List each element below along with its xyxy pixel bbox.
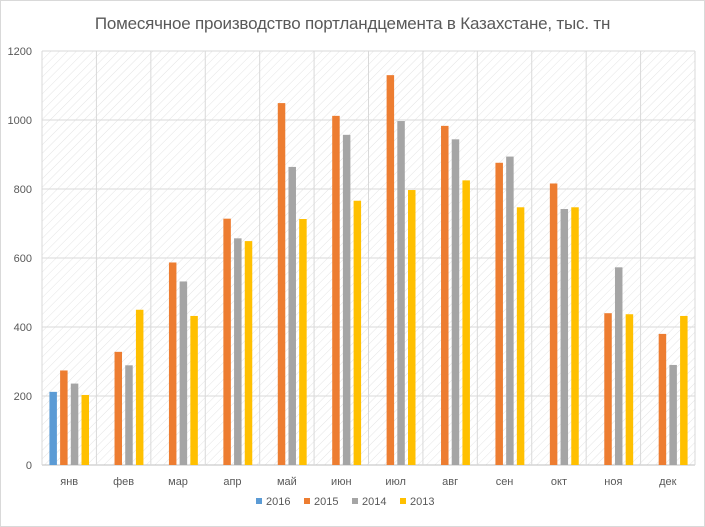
- bar-2014-май: [288, 166, 296, 466]
- y-tick-label: 400: [14, 322, 32, 334]
- y-tick-label: 1200: [8, 46, 32, 58]
- bar-2014-июл: [397, 121, 405, 465]
- x-tick-label: июл: [385, 476, 406, 488]
- bar-2015-фев: [114, 351, 123, 465]
- bar-2013-май: [299, 219, 307, 465]
- x-tick-label: апр: [223, 476, 241, 488]
- legend-swatch-2013: [400, 498, 406, 504]
- legend-label-2014: 2014: [362, 496, 386, 508]
- bar-2013-июн: [353, 200, 362, 466]
- bar-2014-июн: [342, 134, 351, 465]
- bar-2014-ноя: [614, 267, 623, 465]
- bar-2013-фев: [135, 309, 144, 465]
- bar-2014-дек: [669, 364, 677, 465]
- bar-2015-дек: [658, 333, 667, 465]
- legend-swatch-2014: [352, 498, 358, 504]
- bar-2015-янв: [60, 370, 68, 465]
- y-tick-label: 1000: [8, 115, 32, 127]
- y-tick-label: 0: [26, 460, 32, 472]
- bar-2014-сен: [506, 156, 514, 465]
- bar-2015-апр: [223, 218, 231, 465]
- bar-2015-ноя: [604, 313, 612, 465]
- bar-2015-мар: [168, 262, 177, 465]
- x-tick-label: авг: [442, 476, 458, 488]
- bar-2014-мар: [179, 281, 188, 465]
- y-tick-label: 200: [14, 391, 32, 403]
- bar-2015-июл: [386, 75, 395, 466]
- x-tick-label: мар: [168, 476, 188, 488]
- bar-2013-окт: [571, 207, 579, 465]
- bar-2013-мар: [190, 315, 198, 465]
- x-tick-label: фев: [113, 476, 134, 488]
- x-tick-label: дек: [659, 476, 677, 488]
- bar-2015-сен: [495, 162, 503, 465]
- x-tick-label: июн: [331, 476, 351, 488]
- x-tick-label: май: [277, 476, 297, 488]
- bar-2015-авг: [441, 125, 449, 466]
- bar-2013-сен: [516, 207, 525, 465]
- bar-2014-окт: [560, 209, 569, 465]
- bar-2015-июн: [332, 115, 340, 466]
- bar-2013-ноя: [625, 314, 634, 465]
- y-tick-label: 600: [14, 253, 32, 265]
- legend-label-2015: 2015: [314, 496, 338, 508]
- legend-swatch-2015: [304, 498, 310, 504]
- bar-2015-окт: [549, 183, 558, 466]
- bar-2014-апр: [234, 238, 242, 465]
- x-tick-label: янв: [60, 476, 78, 488]
- bar-2013-дек: [680, 315, 688, 465]
- chart-title: Помесячное производство портландцемента …: [94, 14, 611, 33]
- x-tick-label: ноя: [604, 476, 622, 488]
- bar-2014-авг: [451, 139, 460, 465]
- legend-label-2016: 2016: [266, 496, 290, 508]
- bar-2013-апр: [244, 241, 253, 465]
- bar-2013-янв: [81, 394, 90, 465]
- legend-swatch-2016: [256, 498, 262, 504]
- x-tick-label: сен: [496, 476, 514, 488]
- x-tick-label: окт: [551, 476, 567, 488]
- bar-2014-янв: [70, 383, 79, 465]
- legend-label-2013: 2013: [410, 496, 434, 508]
- y-tick-label: 800: [14, 184, 32, 196]
- bar-2013-авг: [462, 180, 470, 465]
- bar-2016-янв: [49, 391, 57, 465]
- bar-2013-июл: [408, 190, 416, 465]
- bar-2015-май: [277, 103, 286, 465]
- bar-2014-фев: [125, 365, 133, 465]
